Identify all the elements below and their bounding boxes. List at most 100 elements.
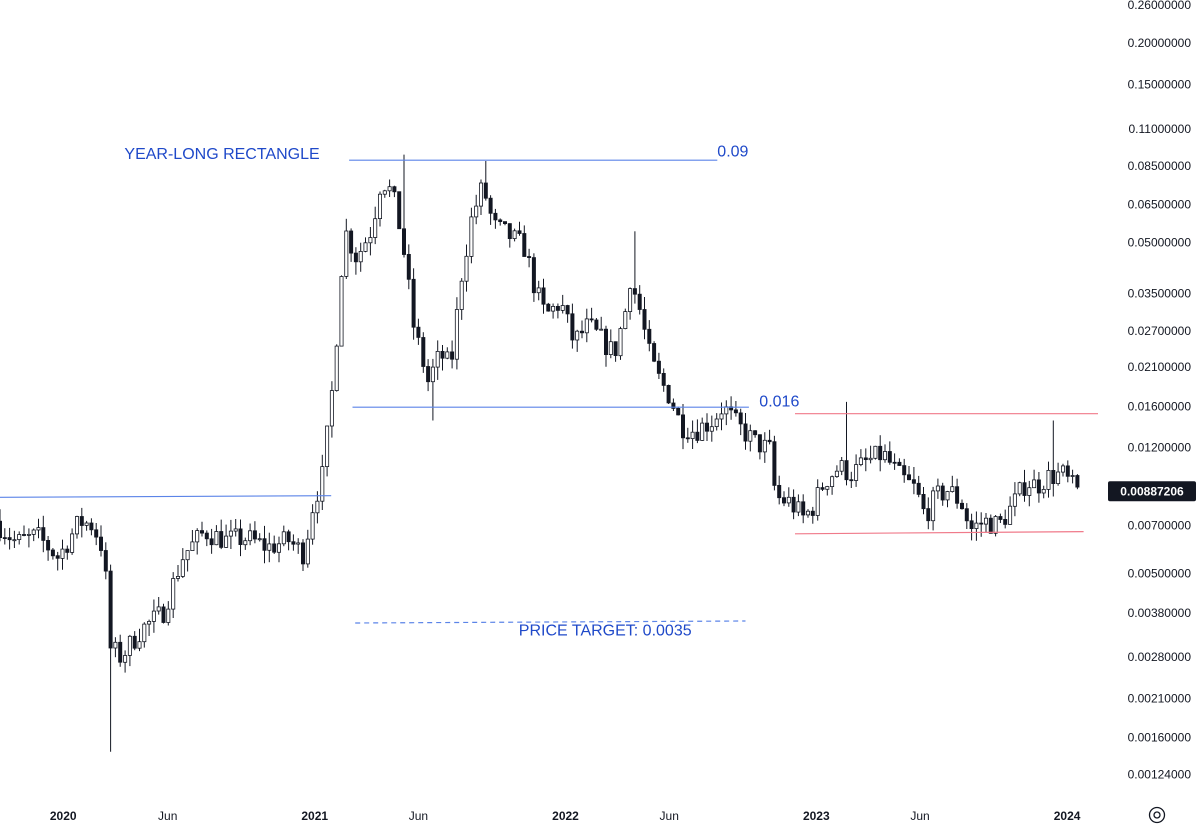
candle-body <box>248 530 253 542</box>
candle-body <box>810 510 815 516</box>
candle-body <box>224 535 229 548</box>
candle-body <box>199 530 204 534</box>
annotation-text[interactable]: 0.09 <box>717 144 748 161</box>
candle-body <box>681 414 686 439</box>
candle-body <box>12 539 17 542</box>
annotation-text[interactable]: 0.016 <box>759 393 799 410</box>
candle-body <box>445 351 450 359</box>
candle-body <box>916 482 921 495</box>
y-tick-label: 0.01600000 <box>1128 399 1192 413</box>
y-tick-label: 0.02100000 <box>1128 360 1192 374</box>
candle-body <box>892 461 897 464</box>
candle-body <box>411 278 416 328</box>
y-tick-label: 0.00280000 <box>1128 650 1192 664</box>
candle-body <box>26 534 31 536</box>
candle-body <box>75 516 80 535</box>
candle-body <box>666 384 671 404</box>
candle-body <box>628 288 633 313</box>
candle-body <box>228 530 233 537</box>
candle-body <box>55 555 60 559</box>
candle-body <box>401 228 406 255</box>
candle-body <box>498 219 503 222</box>
candle-body <box>219 531 224 548</box>
current-price-badge: 0.00887206 <box>1108 481 1196 502</box>
candle-body <box>291 541 296 545</box>
candle-body <box>733 409 738 414</box>
support-2020[interactable] <box>0 495 332 498</box>
candle-body <box>262 538 267 551</box>
candle-body <box>113 641 118 649</box>
candle-body <box>700 422 705 441</box>
candle-body <box>406 253 411 280</box>
price-target-line[interactable] <box>355 620 746 624</box>
candle-body <box>17 534 22 540</box>
candle-body <box>478 182 483 207</box>
candle-body <box>984 517 989 525</box>
candle-body <box>608 341 613 356</box>
candle-body <box>671 402 676 409</box>
x-tick-label: 2022 <box>552 809 579 823</box>
candle-body <box>685 437 690 440</box>
candle-body <box>786 496 791 504</box>
candle-body <box>209 538 214 546</box>
candle-body <box>99 536 104 551</box>
candle-body <box>863 457 868 460</box>
candle-body <box>1046 469 1051 490</box>
candle-body <box>204 532 209 540</box>
candle-body <box>267 543 272 551</box>
candle-body <box>339 276 344 347</box>
candle-body <box>604 328 609 356</box>
candle-body <box>801 501 806 516</box>
candle-body <box>512 230 517 240</box>
annotation-text[interactable]: YEAR-LONG RECTANGLE <box>124 146 319 163</box>
candle-body <box>377 193 382 219</box>
candle-body <box>527 256 532 259</box>
candle-body <box>796 501 801 513</box>
y-tick-label: 0.15000000 <box>1128 77 1192 91</box>
range-bottom[interactable] <box>794 530 1084 535</box>
candle-body <box>594 319 599 330</box>
candle-body <box>940 485 945 501</box>
y-tick-label: 0.00210000 <box>1128 692 1192 706</box>
candle-body <box>637 293 642 310</box>
candle-body <box>935 485 940 492</box>
candle-body <box>1061 465 1066 473</box>
candle-body <box>21 534 26 536</box>
candle-body <box>1041 488 1046 494</box>
time-axis[interactable]: 2020 Jun 2021 Jun 2022 Jun 2023 Jun 2024 <box>50 809 1081 823</box>
candle-body <box>325 425 330 467</box>
candle-body <box>502 221 507 225</box>
candle-body <box>488 197 493 214</box>
x-tick-label: Jun <box>910 809 929 823</box>
candle-body <box>988 517 993 534</box>
candle-body <box>296 542 301 545</box>
candle-body <box>320 466 325 502</box>
candle-body <box>969 520 974 529</box>
candle-body <box>1003 519 1008 525</box>
candle-body <box>743 423 748 442</box>
x-tick-label: Jun <box>660 809 679 823</box>
candle-body <box>363 242 368 252</box>
candle-body <box>531 257 536 294</box>
y-tick-label: 0.01200000 <box>1128 441 1192 455</box>
candle-body <box>830 476 835 488</box>
candle-body <box>767 439 772 443</box>
candle-body <box>974 522 979 529</box>
candle-body <box>565 305 570 315</box>
candle-body <box>546 303 551 312</box>
price-axis[interactable]: 0.26000000 0.20000000 0.15000000 0.11000000… <box>1128 0 1192 781</box>
candle-body <box>89 522 94 531</box>
candle-body <box>931 490 936 522</box>
candle-body <box>103 550 108 572</box>
candle-body <box>1065 465 1070 477</box>
annotation-text[interactable]: PRICE TARGET: 0.0035 <box>519 623 692 640</box>
candle-body <box>469 216 474 257</box>
candle-body <box>387 186 392 192</box>
settings-gear-icon[interactable] <box>1148 806 1166 824</box>
candle-body <box>1070 475 1075 477</box>
candle-body <box>272 543 277 553</box>
candle-body <box>344 230 349 277</box>
candle-body <box>31 529 36 535</box>
candle-body <box>878 445 883 461</box>
candle-body <box>868 457 873 461</box>
